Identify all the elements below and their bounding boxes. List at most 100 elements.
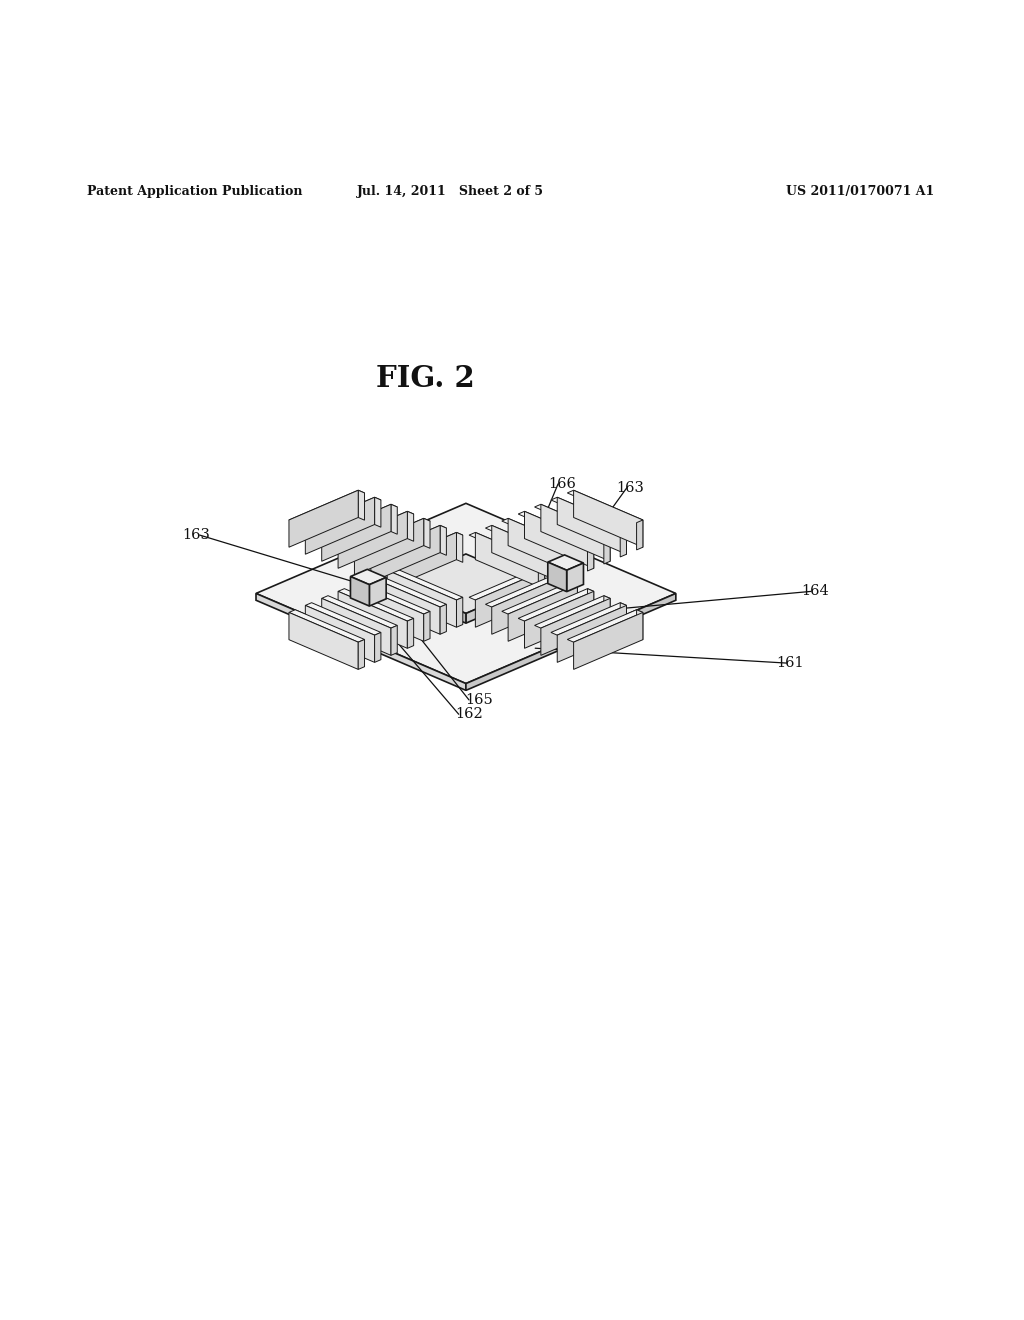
Polygon shape [518,511,594,544]
Text: 161: 161 [776,656,804,671]
Polygon shape [548,554,584,570]
Polygon shape [485,574,561,607]
Text: Jul. 14, 2011   Sheet 2 of 5: Jul. 14, 2011 Sheet 2 of 5 [357,185,544,198]
Polygon shape [475,570,545,627]
Text: 162: 162 [455,708,483,721]
Polygon shape [539,562,545,593]
Polygon shape [485,525,561,558]
Polygon shape [502,519,578,550]
Polygon shape [358,639,365,669]
Polygon shape [358,490,365,520]
Polygon shape [387,570,457,627]
Polygon shape [256,594,466,690]
Polygon shape [557,606,627,663]
Polygon shape [571,582,578,611]
Polygon shape [387,568,463,601]
Polygon shape [338,591,408,648]
Text: 164: 164 [801,585,828,598]
Polygon shape [256,503,676,684]
Polygon shape [424,611,430,642]
Polygon shape [370,577,386,606]
Polygon shape [338,589,414,622]
Polygon shape [391,504,397,535]
Polygon shape [322,598,391,655]
Polygon shape [555,574,561,605]
Polygon shape [508,519,578,576]
Polygon shape [322,595,397,628]
Polygon shape [408,511,414,541]
Polygon shape [350,569,386,585]
Polygon shape [305,498,375,554]
Polygon shape [466,594,676,690]
Polygon shape [621,527,627,557]
Polygon shape [338,511,408,569]
Polygon shape [637,610,643,640]
Polygon shape [371,525,440,582]
Polygon shape [289,490,365,523]
Polygon shape [354,519,424,576]
Polygon shape [338,511,414,544]
Polygon shape [573,612,643,669]
Polygon shape [535,595,610,628]
Polygon shape [289,490,358,548]
Polygon shape [637,520,643,550]
Polygon shape [492,577,561,635]
Polygon shape [289,612,358,669]
Polygon shape [588,589,594,619]
Polygon shape [571,548,578,578]
Polygon shape [539,568,545,598]
Polygon shape [457,597,463,627]
Text: 166: 166 [548,477,575,491]
Polygon shape [354,519,430,550]
Polygon shape [305,606,375,663]
Polygon shape [354,582,430,614]
Polygon shape [387,532,457,590]
Polygon shape [322,504,397,537]
Polygon shape [604,535,610,564]
Text: Patent Application Publication: Patent Application Publication [87,185,302,198]
Polygon shape [548,562,566,591]
Polygon shape [305,603,381,635]
Text: FIG. 2: FIG. 2 [376,364,474,393]
Polygon shape [604,595,610,626]
Polygon shape [535,504,610,537]
Polygon shape [396,583,466,623]
Polygon shape [375,498,381,527]
Polygon shape [567,610,643,642]
Polygon shape [457,532,463,562]
Polygon shape [551,603,627,635]
Polygon shape [371,577,440,635]
Polygon shape [524,511,594,569]
Polygon shape [469,568,545,601]
Polygon shape [518,589,594,622]
Polygon shape [408,618,414,648]
Polygon shape [375,632,381,663]
Polygon shape [289,610,365,642]
Text: 163: 163 [616,480,644,495]
Polygon shape [567,490,643,523]
Polygon shape [573,490,643,548]
Polygon shape [322,504,391,561]
Polygon shape [588,541,594,572]
Polygon shape [555,556,561,585]
Text: US 2011/0170071 A1: US 2011/0170071 A1 [786,185,934,198]
Polygon shape [350,577,370,606]
Polygon shape [475,532,545,590]
Polygon shape [524,591,594,648]
Polygon shape [541,598,610,655]
Polygon shape [492,525,561,582]
Polygon shape [396,554,536,614]
Polygon shape [508,585,578,642]
Polygon shape [354,585,424,642]
Polygon shape [469,532,545,565]
Polygon shape [466,583,536,623]
Polygon shape [387,532,463,565]
Polygon shape [391,626,397,655]
Polygon shape [371,525,446,558]
Polygon shape [566,564,584,591]
Polygon shape [371,574,446,607]
Polygon shape [440,605,446,635]
Text: 165: 165 [465,693,494,708]
Polygon shape [551,498,627,529]
Polygon shape [305,498,381,529]
